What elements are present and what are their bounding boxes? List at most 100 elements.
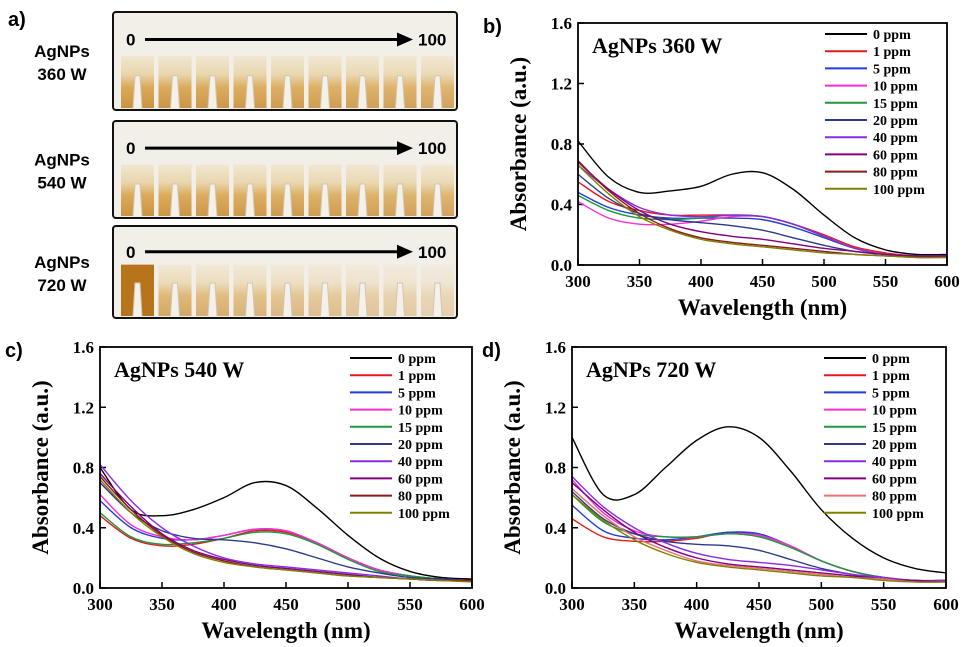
series-line xyxy=(571,426,947,574)
vial-neck xyxy=(395,282,405,317)
legend-label: 60 ppm xyxy=(872,472,917,487)
legend-label: 20 ppm xyxy=(873,114,918,129)
row-name: 360 W xyxy=(37,65,87,84)
legend-label: 1 ppm xyxy=(873,45,911,60)
x-tick-label: 350 xyxy=(627,272,653,291)
plot-frame xyxy=(99,346,473,589)
row-start: 0 xyxy=(126,30,135,49)
series-line xyxy=(571,476,947,582)
y-tick-label: 0.0 xyxy=(73,579,94,598)
x-tick-label: 350 xyxy=(149,595,175,614)
series-line xyxy=(577,140,948,256)
vial-neck xyxy=(432,183,443,217)
chart: b) 0.0 0.4 0.8 1.2 1.6 300 350 400 450 500 550 600 Wa… xyxy=(483,14,960,320)
row-name: AgNPs xyxy=(34,151,90,170)
series-line xyxy=(577,164,948,259)
y-tick-label: 0.0 xyxy=(551,256,572,275)
y-axis-label: Absorbance (a.u.) xyxy=(28,380,53,554)
series-line xyxy=(571,494,947,583)
legend-label: 60 ppm xyxy=(873,148,918,163)
vial-neck xyxy=(320,183,330,217)
y-tick-label: 0.8 xyxy=(73,459,94,478)
x-tick-label: 600 xyxy=(933,595,959,614)
vial-neck xyxy=(207,282,218,317)
vial-neck xyxy=(395,75,405,109)
legend-label: 0 ppm xyxy=(872,352,910,367)
panel-label: d) xyxy=(482,340,501,362)
x-axis-label: Wavelength (nm) xyxy=(674,618,843,643)
y-tick-label: 0.8 xyxy=(545,459,566,478)
series-line xyxy=(99,515,473,582)
legend-label: 10 ppm xyxy=(872,404,917,419)
row-end: 100 xyxy=(418,139,446,158)
x-tick-label: 450 xyxy=(273,595,299,614)
chart-title: AgNPs 360 W xyxy=(592,33,722,58)
panel-label: b) xyxy=(483,16,502,38)
legend-label: 5 ppm xyxy=(872,386,910,401)
y-tick-label: 0.4 xyxy=(551,196,573,215)
plot-frame xyxy=(577,22,948,266)
panel-label: c) xyxy=(5,340,23,362)
vial-neck xyxy=(132,183,143,217)
legend-label: 60 ppm xyxy=(398,472,443,487)
chart: d) 0.0 0.4 0.8 1.2 1.6 300 350 400 450 500 550 600 Wa… xyxy=(482,338,959,643)
legend-label: 80 ppm xyxy=(398,490,443,505)
legend-label: 10 ppm xyxy=(873,80,918,95)
series-line xyxy=(99,512,473,582)
x-axis-label: Wavelength (nm) xyxy=(201,618,370,643)
y-tick-label: 0.4 xyxy=(545,519,567,538)
legend-label: 40 ppm xyxy=(872,455,917,470)
y-axis-label: Absorbance (a.u.) xyxy=(500,380,525,554)
x-tick-label: 450 xyxy=(746,595,772,614)
vial-neck xyxy=(357,183,368,217)
y-tick-label: 1.2 xyxy=(73,398,94,417)
x-tick-label: 600 xyxy=(934,272,960,291)
legend-label: 0 ppm xyxy=(873,28,911,43)
chart: c) 0.0 0.4 0.8 1.2 1.6 300 350 400 450 500 550 600 Wa… xyxy=(5,338,485,643)
vial-neck xyxy=(132,75,143,109)
legend-label: 5 ppm xyxy=(398,386,436,401)
x-tick-label: 550 xyxy=(871,595,897,614)
arrow-head xyxy=(397,32,413,47)
vial-neck xyxy=(282,75,293,109)
row-end: 100 xyxy=(418,30,446,49)
legend-label: 100 ppm xyxy=(872,507,924,522)
y-tick-label: 1.6 xyxy=(73,338,94,357)
row-end: 100 xyxy=(418,243,446,262)
plot-frame xyxy=(571,346,947,589)
x-tick-label: 300 xyxy=(87,595,113,614)
x-tick-label: 500 xyxy=(335,595,361,614)
legend-label: 15 ppm xyxy=(872,421,917,436)
legend-label: 100 ppm xyxy=(873,183,925,198)
vial-neck xyxy=(282,282,293,317)
y-tick-label: 1.6 xyxy=(551,14,572,33)
y-tick-label: 1.2 xyxy=(551,75,572,94)
x-tick-label: 450 xyxy=(750,272,776,291)
y-tick-label: 0.4 xyxy=(73,519,95,538)
y-tick-label: 0.8 xyxy=(551,135,572,154)
row-start: 0 xyxy=(126,243,135,262)
vial-neck xyxy=(132,282,143,317)
series-line xyxy=(99,482,473,582)
legend-label: 80 ppm xyxy=(873,166,918,181)
chart-title: AgNPs 540 W xyxy=(114,357,244,382)
vial-neck xyxy=(320,75,330,109)
vial-neck xyxy=(245,75,255,109)
chart-title: AgNPs 720 W xyxy=(586,357,716,382)
x-tick-label: 400 xyxy=(684,595,710,614)
vial-neck xyxy=(207,183,218,217)
legend-label: 15 ppm xyxy=(398,421,443,436)
legend-label: 20 ppm xyxy=(872,438,917,453)
vial-neck xyxy=(207,75,218,109)
legend-label: 15 ppm xyxy=(873,97,918,112)
vial-neck xyxy=(320,282,330,317)
legend-label: 100 ppm xyxy=(398,507,450,522)
row-start: 0 xyxy=(126,139,135,158)
y-axis-label: Absorbance (a.u.) xyxy=(506,57,531,231)
x-tick-label: 500 xyxy=(811,272,837,291)
x-axis-label: Wavelength (nm) xyxy=(678,295,847,320)
series-line xyxy=(571,488,947,583)
vial-neck xyxy=(357,282,368,317)
legend-label: 1 ppm xyxy=(872,369,910,384)
